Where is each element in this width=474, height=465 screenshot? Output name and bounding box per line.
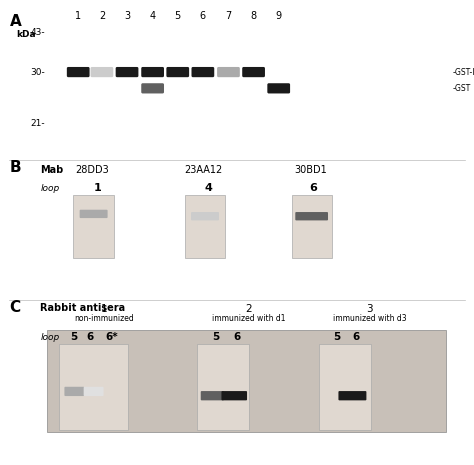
Text: C: C (9, 300, 20, 315)
FancyBboxPatch shape (338, 391, 366, 400)
Bar (319, 344, 371, 430)
Text: 8: 8 (251, 11, 256, 21)
FancyBboxPatch shape (141, 67, 164, 77)
Bar (73, 195, 114, 258)
Bar (47, 330, 446, 432)
Text: 2: 2 (246, 304, 252, 314)
FancyBboxPatch shape (80, 210, 108, 218)
Text: kDa: kDa (16, 30, 36, 39)
FancyBboxPatch shape (267, 83, 290, 93)
Bar (292, 195, 332, 258)
Text: loop: loop (40, 332, 60, 342)
FancyBboxPatch shape (191, 67, 214, 77)
FancyBboxPatch shape (64, 387, 84, 396)
Text: 6*: 6* (105, 332, 118, 342)
Text: 1: 1 (93, 183, 101, 193)
Text: 6: 6 (353, 332, 360, 342)
Text: A: A (9, 14, 21, 29)
FancyBboxPatch shape (67, 67, 90, 77)
Text: immunized with d3: immunized with d3 (333, 314, 407, 323)
Text: 4: 4 (150, 11, 155, 21)
Text: loop: loop (40, 184, 60, 193)
Text: B: B (9, 160, 21, 175)
Text: 6: 6 (309, 183, 317, 193)
Text: 1: 1 (101, 304, 108, 314)
FancyBboxPatch shape (295, 212, 328, 220)
Text: Rabbit antisera: Rabbit antisera (40, 303, 126, 313)
Text: Mab: Mab (40, 165, 64, 175)
Bar (185, 195, 225, 258)
Text: immunized with d1: immunized with d1 (212, 314, 286, 323)
Text: 5: 5 (212, 332, 219, 342)
Text: 5: 5 (333, 332, 340, 342)
FancyBboxPatch shape (166, 67, 189, 77)
FancyBboxPatch shape (141, 83, 164, 93)
Text: 21-: 21- (30, 119, 45, 128)
Text: 6: 6 (233, 332, 241, 342)
FancyBboxPatch shape (201, 391, 224, 400)
FancyBboxPatch shape (91, 67, 113, 77)
Text: 5: 5 (174, 11, 181, 21)
Text: 9: 9 (276, 11, 282, 21)
Text: 5: 5 (70, 332, 77, 342)
Text: 3: 3 (366, 304, 373, 314)
FancyBboxPatch shape (221, 391, 247, 400)
Text: -GST-loops: -GST-loops (453, 67, 474, 77)
FancyBboxPatch shape (191, 212, 219, 220)
Text: 6: 6 (86, 332, 94, 342)
Text: 28DD3: 28DD3 (75, 165, 109, 175)
Text: non-immunized: non-immunized (74, 314, 134, 323)
FancyBboxPatch shape (116, 67, 138, 77)
Text: 4: 4 (205, 183, 212, 193)
Text: 43-: 43- (30, 28, 45, 37)
Text: 23AA12: 23AA12 (185, 165, 223, 175)
FancyBboxPatch shape (217, 67, 240, 77)
Text: 30BD1: 30BD1 (294, 165, 327, 175)
Text: 30-: 30- (30, 67, 45, 77)
Text: 6: 6 (200, 11, 206, 21)
Text: -GST: -GST (453, 84, 471, 93)
FancyBboxPatch shape (84, 387, 104, 396)
Text: 3: 3 (124, 11, 130, 21)
Bar (197, 344, 249, 430)
Bar (59, 344, 128, 430)
Text: 1: 1 (75, 11, 81, 21)
FancyBboxPatch shape (242, 67, 265, 77)
Text: 2: 2 (99, 11, 105, 21)
Text: 7: 7 (225, 11, 232, 21)
